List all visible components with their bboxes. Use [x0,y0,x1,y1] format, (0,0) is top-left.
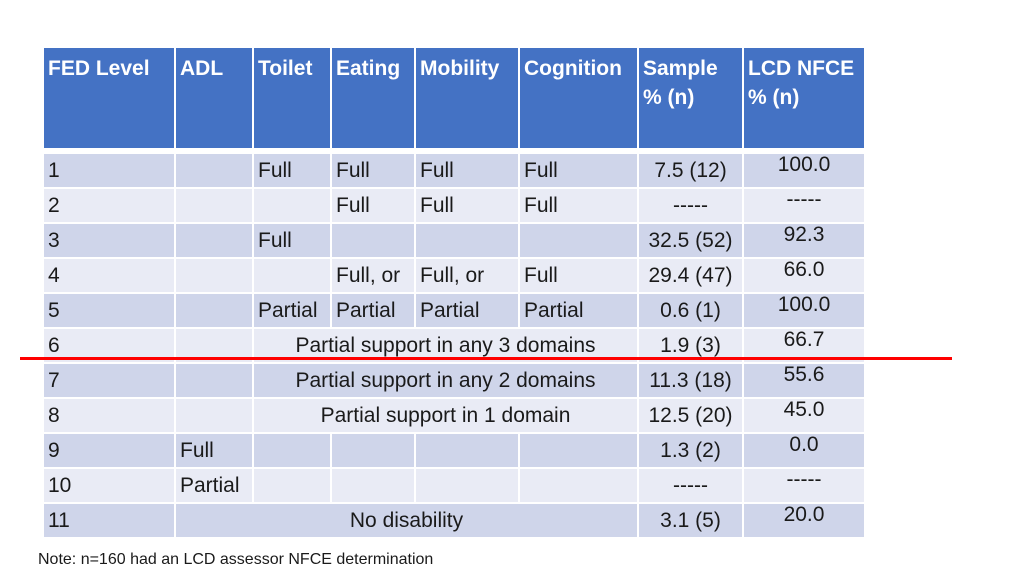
fed-level-cell: 1 [44,150,174,187]
adl-cell [176,399,252,432]
sample-cell: ----- [639,189,742,222]
fed-level-cell: 6 [44,329,174,362]
sample-cell: 11.3 (18) [639,364,742,397]
adl-cell [176,364,252,397]
toilet-cell [254,469,330,502]
cognition-cell: Full [520,259,637,292]
sample-cell: 7.5 (12) [639,150,742,187]
column-header-lcd-nfce: LCD NFCE % (n) [744,48,864,148]
mobility-cell [416,224,518,257]
table-header-row: FED Level ADL Toilet Eating Mobility Cognitio… [44,48,864,148]
eating-cell: Full [332,189,414,222]
column-header-toilet: Toilet [254,48,330,148]
column-header-adl: ADL [176,48,252,148]
adl-cell [176,224,252,257]
table-row: 1 Full Full Full Full 7.5 (12) 100.0 [44,150,864,187]
toilet-cell: Full [254,150,330,187]
cognition-cell: Full [520,189,637,222]
fed-level-cell: 3 [44,224,174,257]
fed-level-cell: 7 [44,364,174,397]
toilet-cell [254,434,330,467]
toilet-cell [254,189,330,222]
fed-level-cell: 9 [44,434,174,467]
column-header-mobility: Mobility [416,48,518,148]
adl-cell [176,294,252,327]
table-row: 11 No disability 3.1 (5) 20.0 [44,504,864,537]
column-header-sample: Sample % (n) [639,48,742,148]
merged-description-cell: Partial support in 1 domain [254,399,637,432]
lcd-nfce-cell: 66.7 [744,329,864,362]
lcd-nfce-cell: ----- [744,189,864,222]
adl-cell [176,189,252,222]
eating-cell [332,224,414,257]
mobility-cell [416,434,518,467]
fed-level-cell: 10 [44,469,174,502]
mobility-cell: Full [416,189,518,222]
sample-cell: 32.5 (52) [639,224,742,257]
eating-cell: Full, or [332,259,414,292]
eating-cell: Full [332,150,414,187]
column-header-eating: Eating [332,48,414,148]
eating-cell [332,434,414,467]
table-row: 9 Full 1.3 (2) 0.0 [44,434,864,467]
mobility-cell [416,469,518,502]
cognition-cell [520,224,637,257]
column-header-fed-level: FED Level [44,48,174,148]
eating-cell [332,469,414,502]
sample-cell: 12.5 (20) [639,399,742,432]
table-row: 7 Partial support in any 2 domains 11.3 (1… [44,364,864,397]
merged-description-cell: Partial support in any 3 domains [254,329,637,362]
cognition-cell [520,434,637,467]
lcd-nfce-cell: 0.0 [744,434,864,467]
sample-cell: 3.1 (5) [639,504,742,537]
toilet-cell [254,259,330,292]
table-row: 10 Partial ----- ----- [44,469,864,502]
table-row: 6 Partial support in any 3 domains 1.9 (3)… [44,329,864,362]
merged-description-cell: No disability [176,504,637,537]
fed-level-cell: 8 [44,399,174,432]
sample-cell: ----- [639,469,742,502]
footnote: Note: n=160 had an LCD assessor NFCE det… [38,551,434,568]
table-row: 8 Partial support in 1 domain 12.5 (20) 45.… [44,399,864,432]
adl-cell [176,150,252,187]
toilet-cell: Partial [254,294,330,327]
adl-cell [176,329,252,362]
lcd-nfce-cell: 55.6 [744,364,864,397]
lcd-nfce-cell: ----- [744,469,864,502]
sample-cell: 1.9 (3) [639,329,742,362]
column-header-cognition: Cognition [520,48,637,148]
lcd-nfce-cell: 100.0 [744,294,864,327]
cognition-cell: Full [520,150,637,187]
mobility-cell: Full [416,150,518,187]
lcd-nfce-cell: 20.0 [744,504,864,537]
threshold-divider-line [20,357,952,360]
table-row: 2 Full Full Full ----- ----- [44,189,864,222]
cognition-cell [520,469,637,502]
adl-cell: Partial [176,469,252,502]
table-row: 3 Full 32.5 (52) 92.3 [44,224,864,257]
fed-level-cell: 5 [44,294,174,327]
fed-level-cell: 2 [44,189,174,222]
lcd-nfce-cell: 45.0 [744,399,864,432]
table-row: 4 Full, or Full, or Full 29.4 (47) 66.0 [44,259,864,292]
adl-cell: Full [176,434,252,467]
toilet-cell: Full [254,224,330,257]
eating-cell: Partial [332,294,414,327]
sample-cell: 29.4 (47) [639,259,742,292]
sample-cell: 0.6 (1) [639,294,742,327]
mobility-cell: Full, or [416,259,518,292]
fed-level-cell: 11 [44,504,174,537]
fed-level-table: FED Level ADL Toilet Eating Mobility Cognitio… [42,46,866,539]
cognition-cell: Partial [520,294,637,327]
adl-cell [176,259,252,292]
lcd-nfce-cell: 100.0 [744,150,864,187]
lcd-nfce-cell: 66.0 [744,259,864,292]
sample-cell: 1.3 (2) [639,434,742,467]
table-row: 5 Partial Partial Partial Partial 0.6 (1) 100.… [44,294,864,327]
fed-level-cell: 4 [44,259,174,292]
merged-description-cell: Partial support in any 2 domains [254,364,637,397]
mobility-cell: Partial [416,294,518,327]
lcd-nfce-cell: 92.3 [744,224,864,257]
